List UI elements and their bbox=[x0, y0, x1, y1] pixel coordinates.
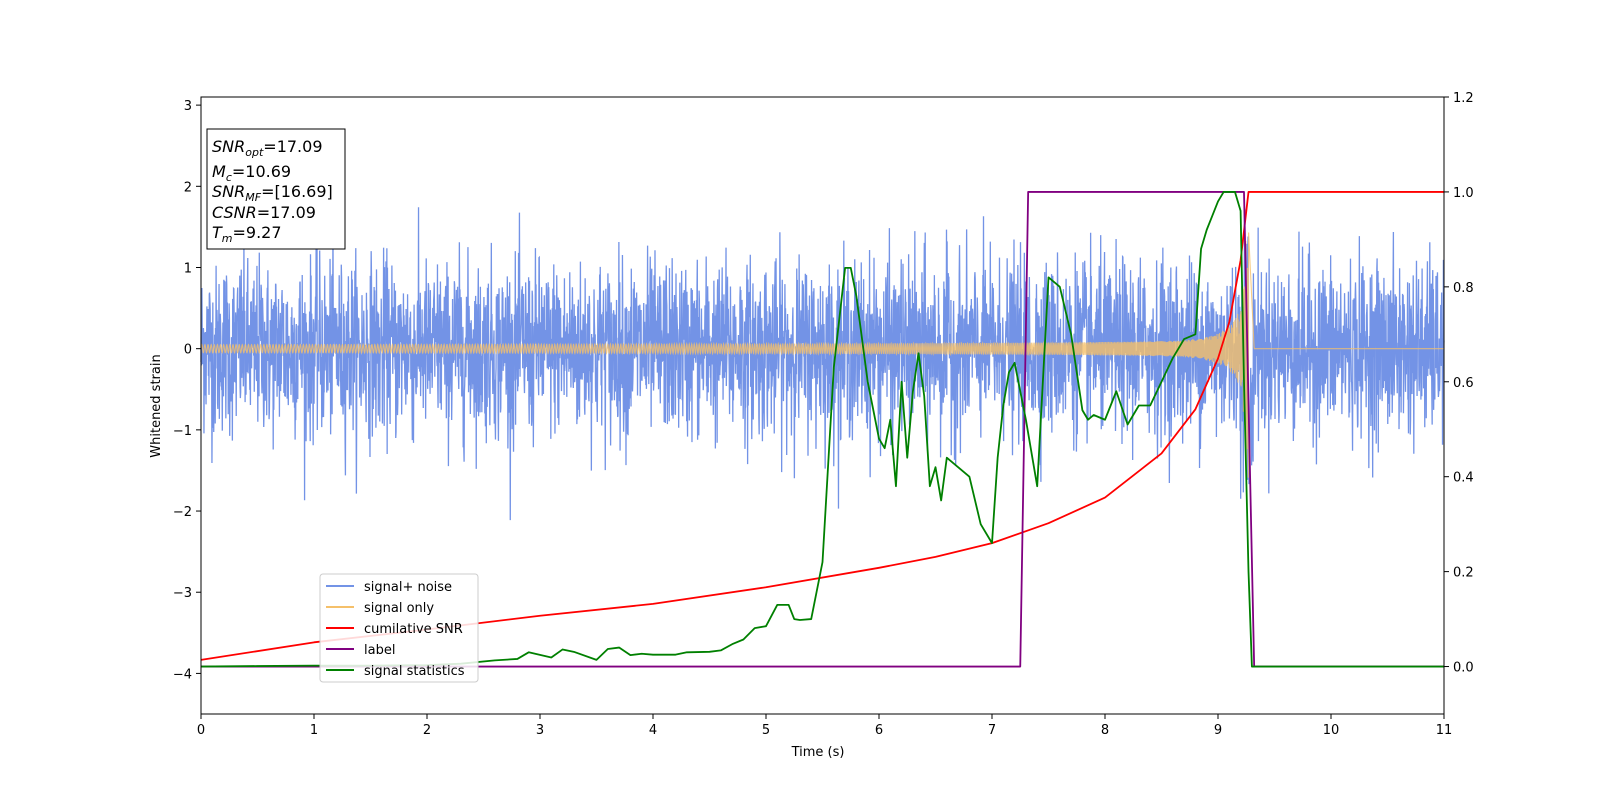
y-tick-label: −1 bbox=[173, 424, 192, 439]
legend-frame bbox=[319, 573, 479, 683]
annotation-value: =17.09 bbox=[263, 137, 322, 156]
signal-noise-line bbox=[200, 207, 1445, 521]
signal-only-line bbox=[200, 232, 1444, 478]
annotation-value: =[16.69] bbox=[261, 182, 333, 201]
y2-tick-label: 0.0 bbox=[1453, 661, 1474, 676]
annotation-subscript: c bbox=[226, 171, 232, 184]
y-tick-label: −3 bbox=[173, 586, 192, 601]
annotation-value: =10.69 bbox=[232, 162, 291, 181]
legend-label-cumilative-snr: cumilative SNR bbox=[364, 622, 463, 637]
legend-label-signal-only: signal only bbox=[364, 601, 434, 616]
x-tick-label: 3 bbox=[536, 723, 544, 738]
x-tick-label: 2 bbox=[423, 723, 431, 738]
y-tick-label: −4 bbox=[173, 667, 192, 682]
legend-label-signal-statistics: signal statistics bbox=[364, 664, 465, 679]
x-tick-label: 10 bbox=[1323, 723, 1340, 738]
x-tick-label: 9 bbox=[1214, 723, 1222, 738]
annotation-symbol: SNR bbox=[212, 137, 245, 156]
annotation-line: SNRMF=[16.69] bbox=[212, 182, 333, 204]
x-tick-label: 1 bbox=[310, 723, 318, 738]
annotation-symbol: M bbox=[212, 162, 226, 181]
y2-tick-label: 0.6 bbox=[1453, 376, 1474, 391]
y-tick-label: 1 bbox=[184, 261, 192, 276]
annotation-symbol: T bbox=[212, 223, 223, 242]
x-tick-label: 7 bbox=[988, 723, 996, 738]
y2-tick-label: 0.2 bbox=[1453, 566, 1474, 581]
x-tick-label: 0 bbox=[197, 723, 205, 738]
y-tick-label: −2 bbox=[173, 505, 192, 520]
x-tick-label: 4 bbox=[649, 723, 657, 738]
y2-tick-label: 0.4 bbox=[1453, 471, 1474, 486]
annotation-line: SNRopt=17.09 bbox=[212, 137, 323, 159]
legend-label-label: label bbox=[364, 643, 395, 658]
y-tick-label: 0 bbox=[184, 343, 192, 358]
y-tick-label: 3 bbox=[184, 99, 192, 114]
annotation-subscript: opt bbox=[245, 146, 264, 159]
x-tick-label: 5 bbox=[762, 723, 770, 738]
annotation-subscript: m bbox=[222, 232, 233, 245]
axes-frame bbox=[200, 96, 1445, 715]
right-axis-series bbox=[200, 191, 1444, 668]
annotation-line: CSNR=17.09 bbox=[212, 203, 316, 222]
x-tick-label: 8 bbox=[1101, 723, 1109, 738]
cumilative-snr-line bbox=[200, 191, 1444, 661]
annotation-symbol: CSNR bbox=[212, 203, 257, 222]
annotation-box-frame bbox=[206, 128, 346, 250]
y-tick-label: 2 bbox=[184, 180, 192, 195]
y2-tick-label: 1.2 bbox=[1453, 91, 1474, 106]
signal-only-series bbox=[200, 232, 1444, 478]
annotation-value: =17.09 bbox=[257, 203, 316, 222]
annotation-symbol: SNR bbox=[212, 182, 245, 201]
y2-tick-label: 1.0 bbox=[1453, 186, 1474, 201]
y-axis-label: Whitened strain bbox=[149, 354, 164, 457]
axis-ticks: 0 1 2 3 4 5 6 7 8 9 10 113210−1−2−3−41.21.00.80.60.… bbox=[173, 91, 1474, 738]
annotation-line: Mc=10.69 bbox=[212, 162, 291, 184]
x-tick-label: 6 bbox=[875, 723, 883, 738]
annotation-value: =9.27 bbox=[233, 223, 282, 242]
x-axis-label: Time (s) bbox=[791, 745, 845, 760]
signal-statistics-line bbox=[200, 191, 1444, 668]
legend-label-signal-noise: signal+ noise bbox=[364, 580, 452, 595]
annotation-line: Tm=9.27 bbox=[212, 223, 282, 245]
plot-frame bbox=[200, 96, 1445, 715]
legend: signal+ noise signal only cumilative SNR la… bbox=[319, 573, 479, 683]
x-tick-label: 11 bbox=[1436, 723, 1453, 738]
y2-tick-label: 0.8 bbox=[1453, 281, 1474, 296]
annotation-subscript: MF bbox=[245, 191, 261, 204]
signal-noise-series bbox=[200, 207, 1445, 521]
annotation-box: SNRopt=17.09Mc=10.69SNRMF=[16.69]CSNR=17… bbox=[206, 128, 346, 250]
